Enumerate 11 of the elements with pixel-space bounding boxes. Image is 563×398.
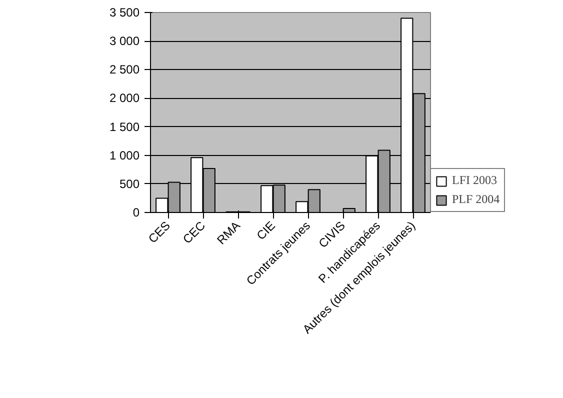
y-tick-label: 0 bbox=[132, 206, 140, 220]
legend-label: LFI 2003 bbox=[452, 173, 497, 188]
y-tick-label: 3 000 bbox=[109, 34, 140, 48]
y-tick-label: 3 500 bbox=[109, 6, 140, 20]
y-tick-label: 500 bbox=[119, 176, 140, 191]
y-tick-label: 2 500 bbox=[109, 62, 140, 77]
y-tick-label: 2 000 bbox=[109, 91, 140, 106]
x-tick-label: CIE bbox=[254, 218, 278, 243]
y-tick-label: 1 000 bbox=[109, 148, 140, 162]
legend-label: PLF 2004 bbox=[452, 192, 500, 207]
y-tick-label: 1 500 bbox=[109, 120, 140, 134]
